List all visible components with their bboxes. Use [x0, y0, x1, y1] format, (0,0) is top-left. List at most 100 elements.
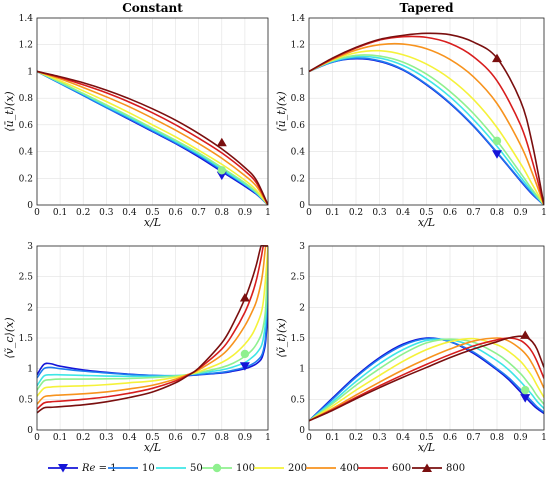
series-line-200	[309, 337, 544, 422]
y-tick-label: 1.5	[291, 334, 306, 344]
chart-constant-u: 0 0.1 0.2 0.3 0.4 0.5 0.6 0.7 0.8 0.9 1 0 0.2 0.4 0.6 0…	[3, 1, 271, 229]
x-tick-label: 0.3	[99, 433, 114, 443]
x-tick-label: 0.7	[192, 208, 207, 218]
series-lines	[37, 70, 268, 205]
x-tick-label: 0.5	[145, 433, 160, 443]
data-marker-1	[239, 362, 250, 371]
x-tick-label: 1	[541, 208, 547, 218]
data-marker-100	[217, 166, 226, 175]
y-tick-label: 2.5	[291, 273, 306, 283]
y-tick-label: 3	[27, 242, 33, 252]
y-tick-label: 0.2	[19, 174, 33, 184]
x-tick-label: 0	[34, 433, 40, 443]
x-tick-label: 0.5	[145, 208, 160, 218]
x-tick-label: 0.6	[443, 208, 458, 218]
series-line-200	[309, 49, 544, 205]
series-line-800	[37, 70, 268, 205]
x-tick-label: 0.4	[396, 208, 411, 218]
series-line-800	[309, 335, 544, 422]
y-tick-label: 2	[27, 303, 33, 313]
x-tick-label: 0.6	[168, 208, 183, 218]
data-marker-800	[492, 53, 502, 63]
x-tick-label: 0.9	[238, 208, 253, 218]
legend-item-800: 800	[412, 463, 465, 474]
legend-label: 10	[142, 463, 155, 474]
y-tick-label: 1.2	[291, 41, 305, 51]
x-tick-label: 0.4	[122, 433, 137, 443]
y-axis-label: ⟨ṽ_t⟩(x)	[275, 318, 288, 358]
series-lines	[309, 32, 544, 205]
x-tick-label: 0.1	[325, 433, 339, 443]
series-lines	[309, 335, 544, 422]
data-marker-800	[239, 293, 250, 302]
plot-frame	[36, 17, 269, 206]
plot-frame	[308, 17, 545, 206]
x-tick-label: 0.3	[99, 208, 114, 218]
x-axis-label: x/L	[144, 441, 161, 454]
x-tick-label: 0.9	[513, 433, 528, 443]
series-line-600	[37, 70, 268, 205]
x-tick-label: 0.8	[215, 433, 230, 443]
x-tick-label: 0.1	[325, 208, 339, 218]
x-tick-label: 0.8	[490, 433, 505, 443]
series-line-800	[309, 32, 544, 205]
data-marker-800	[216, 137, 227, 147]
series-line-10	[309, 57, 544, 205]
series-line-1	[309, 337, 544, 422]
legend-label: 200	[288, 463, 307, 474]
legend-item-200: 200	[254, 463, 307, 474]
legend-label: 400	[340, 463, 359, 474]
y-tick-label: 0.8	[19, 94, 34, 104]
y-tick-label: 0	[299, 201, 305, 211]
series-line-800	[37, 245, 268, 414]
y-tick-label: 1	[27, 365, 33, 375]
x-tick-label: 0.2	[76, 208, 90, 218]
plot-frame	[36, 245, 269, 431]
x-tick-label: 0	[34, 208, 40, 218]
y-tick-label: 3	[299, 242, 305, 252]
legend-item-100: 100	[202, 463, 255, 474]
series-line-10	[37, 288, 268, 379]
legend-item-50: 50	[156, 463, 203, 474]
y-tick-label: 1	[299, 67, 305, 77]
legend-item-10: 10	[108, 463, 155, 474]
y-tick-label: 1.2	[19, 41, 33, 51]
x-tick-label: 0.1	[53, 433, 67, 443]
x-tick-label: 1	[265, 208, 271, 218]
x-tick-label: 0	[306, 208, 312, 218]
x-tick-label: 0.2	[349, 208, 363, 218]
y-tick-label: 0.4	[19, 148, 34, 158]
data-marker-100	[521, 385, 530, 395]
chart-tapered-u: 0 0.1 0.2 0.3 0.4 0.5 0.6 0.7 0.8 0.9 1 0 0.2 0.4 0.6 0…	[275, 1, 547, 229]
legend-label: Re = 1	[81, 463, 117, 474]
legend-label: 50	[190, 463, 203, 474]
x-tick-label: 0.7	[192, 433, 207, 443]
x-tick-label: 0.5	[419, 208, 434, 218]
y-tick-label: 0.6	[291, 121, 306, 131]
y-tick-label: 1.5	[19, 334, 34, 344]
y-tick-label: 1	[27, 67, 33, 77]
y-tick-label: 1.4	[291, 14, 306, 24]
x-tick-label: 0.3	[372, 208, 387, 218]
y-tick-label: 0	[27, 426, 33, 436]
y-tick-label: 2	[299, 303, 305, 313]
y-tick-label: 0.8	[291, 94, 306, 104]
grid	[308, 17, 545, 206]
x-tick-label: 0.9	[238, 433, 253, 443]
chart-tapered-v: 0 0.1 0.2 0.3 0.4 0.5 0.6 0.7 0.8 0.9 1 0 0.5 1 1.5 2 2.…	[275, 242, 547, 454]
panel-title: Constant	[122, 1, 183, 15]
data-marker-1	[492, 150, 502, 159]
data-marker-1	[216, 171, 227, 181]
legend-item-400: 400	[306, 463, 359, 474]
y-axis-label: ⟨ū_t⟩(x)	[3, 91, 16, 131]
x-tick-label: 0.8	[215, 208, 230, 218]
x-tick-label: 0.8	[490, 208, 505, 218]
grid	[36, 245, 269, 431]
legend-label: 800	[446, 463, 465, 474]
x-tick-label: 0	[306, 433, 312, 443]
y-tick-label: 0.2	[291, 174, 305, 184]
data-marker-100	[492, 136, 502, 146]
y-tick-label: 0.4	[291, 148, 306, 158]
legend-label: 600	[392, 463, 411, 474]
